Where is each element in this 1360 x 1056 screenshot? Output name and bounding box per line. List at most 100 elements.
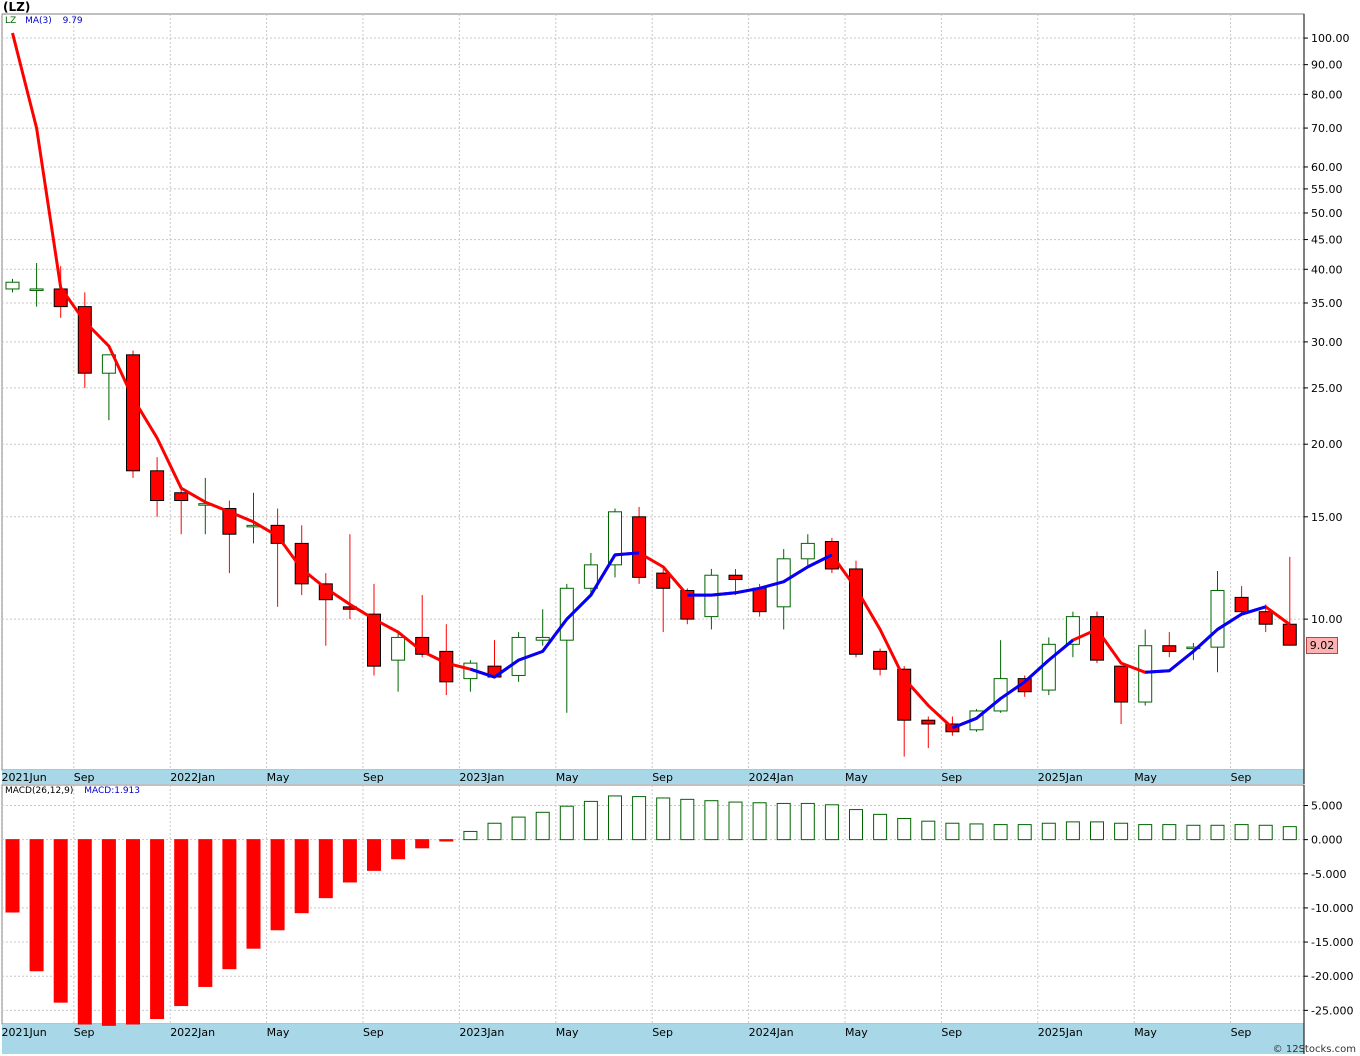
macd-bar [993,824,1008,841]
macd-bar [728,801,743,841]
macd-bar [608,795,622,841]
macd-x-tick-label: May [267,1026,290,1039]
last-price-tag: 9.02 [1306,637,1338,654]
macd-bar [77,839,92,1025]
candle-body [583,564,598,589]
macd-x-tick-label: Sep [652,1026,673,1039]
macd-bar [1282,826,1297,841]
price-y-tick-label: 25.00 [1311,382,1343,395]
macd-histogram [5,795,1297,1026]
macd-x-tick-label: Sep [363,1026,384,1039]
candle-body [126,354,140,472]
macd-bar [29,839,44,972]
price-y-tick-label: 30.00 [1311,336,1343,349]
candle-body [1186,646,1201,650]
macd-x-tick-label: 2025Jan [1038,1026,1083,1039]
legend-macd-value: MACD:1.913 [84,786,141,796]
price-x-tick-label: May [845,771,868,784]
price-y-tick-label: 40.00 [1311,263,1343,276]
macd-bar [1065,821,1080,841]
macd-bar [1210,824,1225,841]
candle-body [1282,623,1297,646]
ma-line-up [1145,605,1267,674]
price-x-tick-label: Sep [74,771,95,784]
macd-bar [559,805,574,841]
macd-x-tick-label: Sep [1231,1026,1252,1039]
candle-body [1258,611,1273,625]
candle-body [174,492,189,502]
macd-x-tick-label: May [556,1026,579,1039]
macd-bar [897,817,912,841]
macd-bar [487,822,502,841]
price-x-tick-label: 2022Jan [170,771,215,784]
macd-x-tick-label: 2022Jan [170,1026,215,1039]
macd-bar [198,839,213,987]
macd-bar [367,839,381,871]
macd-y-tick-label: -5.000 [1311,868,1346,881]
candle-body [1210,590,1225,648]
price-y-tick-label: 100.00 [1311,32,1350,45]
price-y-tick-label: 80.00 [1311,88,1343,101]
candle-body [921,719,936,725]
macd-bar [776,802,791,841]
macd-y-tick-label: 0.000 [1311,834,1343,847]
macd-bar [150,839,165,1020]
price-y-tick-label: 15.00 [1311,511,1343,524]
macd-bar [583,800,598,841]
macd-bar [1234,824,1249,841]
candle-body [849,568,863,655]
price-y-tick-label: 60.00 [1311,161,1343,174]
price-y-tick-label: 90.00 [1311,59,1343,72]
macd-bar [126,839,140,1025]
macd-x-tick-label: 2021Jun [2,1026,47,1039]
macd-x-tick-label: May [1134,1026,1157,1039]
candle-body [222,508,237,535]
macd-bar [1090,821,1104,841]
axes: 100.00 90.00 80.00 70.00 60.00 55.00 50.00 45.0… [2,14,1353,1054]
candle-body [1162,645,1177,652]
candle-body [5,281,20,290]
candle-body [367,613,381,667]
macd-bar [1138,824,1153,841]
candle-body [535,636,550,641]
macd-bar [318,839,333,899]
ma-line-up [687,553,833,597]
macd-bar [174,839,189,1007]
macd-bar [921,820,936,841]
candle-body [632,516,647,578]
macd-bar [342,839,357,883]
price-x-tick-label: Sep [1231,771,1252,784]
candle-body [800,542,815,560]
price-x-tick-label: 2024Jan [749,771,794,784]
candle-body [439,650,454,683]
macd-bar [1017,824,1032,841]
price-x-tick-label: Sep [941,771,962,784]
price-x-tick-label: May [556,771,579,784]
macd-bar [752,802,767,841]
macd-bar [945,822,960,841]
macd-bar [294,839,309,914]
candle-body [294,542,309,585]
macd-y-tick-label: -15.000 [1311,936,1353,949]
price-x-tick-label: 2025Jan [1038,771,1083,784]
candle-body [728,574,743,581]
candle-body [29,288,44,291]
macd-date-band [2,1024,1304,1054]
moving-average-line [11,32,1291,730]
macd-bar [1114,822,1129,841]
gridlines [1,14,1304,1024]
macd-bar [800,802,815,841]
macd-bar [1258,824,1273,841]
macd-y-tick-label: 5.000 [1311,799,1343,812]
price-x-tick-label: Sep [363,771,384,784]
candle-body [1234,596,1249,613]
candle-body [101,354,116,374]
macd-x-tick-label: 2023Jan [459,1026,504,1039]
candle-body [608,511,622,566]
chart-background [1,13,1305,1054]
price-x-tick-label: Sep [652,771,673,784]
site-credit: © 12Stocks.com [1272,1044,1356,1055]
legend-ma-value: 9.79 [62,16,83,26]
price-date-band [2,770,1304,784]
